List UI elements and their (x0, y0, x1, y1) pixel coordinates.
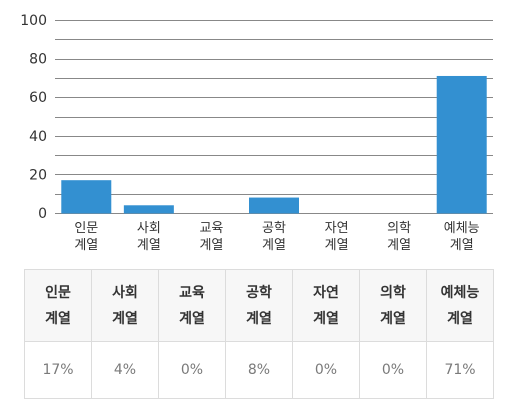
x-tick-label: 계열 (450, 238, 474, 253)
distribution-table: 인문 계열 사회 계열 교육 계열 공학 계열 자연 계열 의학 계열 예체능 계열 17% … (24, 269, 494, 399)
table-value-cell: 0% (292, 341, 360, 399)
table-value-cell: 4% (91, 341, 159, 399)
table-header-cell: 사회 계열 (91, 269, 159, 342)
x-tick-label: 의학 (387, 221, 411, 236)
x-tick-label: 계열 (137, 238, 161, 253)
table-value-cell: 17% (24, 341, 92, 399)
y-tick-label: 40 (29, 129, 47, 145)
table-header-cell: 교육 계열 (158, 269, 226, 342)
table-header-cell: 의학 계열 (359, 269, 427, 342)
x-tick-label: 계열 (325, 238, 349, 253)
table-header-cell: 공학 계열 (225, 269, 293, 342)
x-tick-label: 사회 (137, 221, 161, 236)
table-row: 17% 4% 0% 8% 0% 0% 71% (24, 341, 494, 399)
x-tick-label: 계열 (387, 238, 411, 253)
x-tick-label: 인문 (74, 221, 98, 236)
x-tick-label: 계열 (262, 238, 286, 253)
y-tick-label: 60 (29, 90, 47, 106)
bar (249, 197, 299, 214)
bar (61, 180, 112, 214)
table-header-cell: 자연 계열 (292, 269, 360, 342)
bar (123, 205, 174, 214)
table-header-cell: 인문 계열 (24, 269, 92, 342)
y-tick-label: 0 (38, 206, 47, 222)
x-tick-label: 계열 (199, 238, 223, 253)
table-value-cell: 71% (426, 341, 494, 399)
y-tick-label: 80 (29, 52, 47, 68)
table-value-cell: 0% (359, 341, 427, 399)
table-header-row: 인문 계열 사회 계열 교육 계열 공학 계열 자연 계열 의학 계열 예체능 계열 (24, 269, 494, 342)
x-tick-label: 공학 (262, 221, 286, 236)
x-tick-label: 예체능 (444, 221, 480, 236)
x-tick-label: 계열 (74, 238, 98, 253)
table-value-cell: 0% (158, 341, 226, 399)
y-tick-label: 100 (20, 13, 47, 29)
bar (436, 75, 487, 214)
y-tick-label: 20 (29, 167, 47, 183)
x-tick-label: 교육 (199, 221, 223, 236)
x-tick-label: 자연 (325, 221, 349, 236)
table-header-cell: 예체능 계열 (426, 269, 494, 342)
table-value-cell: 8% (225, 341, 293, 399)
